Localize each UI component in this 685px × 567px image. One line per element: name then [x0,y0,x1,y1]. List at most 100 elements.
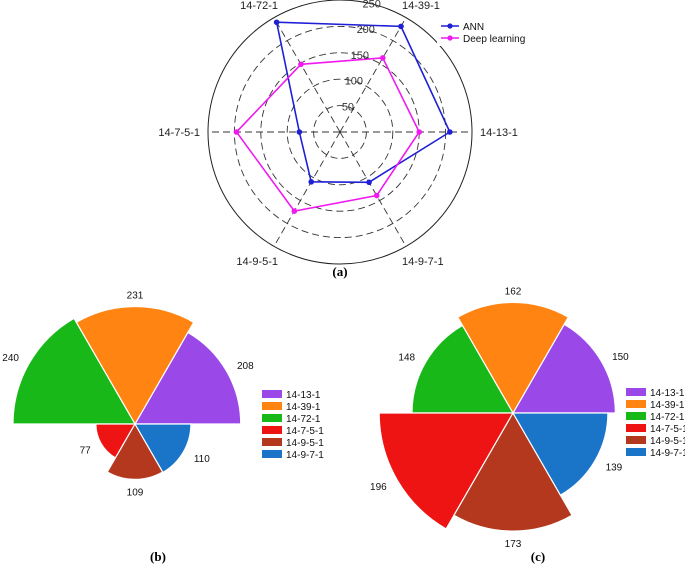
radar-radial-tick: 100 [345,76,363,88]
radar-grid-circle [286,78,394,186]
legend-swatch [626,424,646,432]
radar-radial-tick: 250 [363,0,381,10]
radar-category-label: 14-7-5-1 [158,127,200,139]
slice-14-13-1 [133,331,242,425]
radar-radial-tick: 150 [351,50,369,62]
caption-a: (a) [332,264,347,279]
slice-14-39-1 [456,301,570,415]
legend-label: 14-72-1 [286,414,321,425]
slices-b [12,305,242,481]
legend-swatch [262,450,282,458]
legend-swatch [626,412,646,420]
radar-outer-circle [207,0,473,265]
legend-swatch [626,388,646,396]
legend-swatch [626,436,646,444]
legend-swatch [262,426,282,434]
value-label: 109 [127,487,144,498]
polar-area-chart-c: 150 162 148 196 173 139 14-13-114-39-114-72-1… [370,286,685,564]
radar-point-deep-learning [416,129,423,135]
slice-14-9-7-1 [511,412,609,496]
legend-label: 14-9-5-1 [650,436,685,447]
value-label: 77 [80,446,92,457]
radar-chart: 14-13-1 14-39-1 14-72-1 14-7-5-1 14-9-5-1 14-… [158,0,530,279]
radar-category-label: 14-13-1 [480,127,518,139]
slice-14-9-7-1 [133,423,192,474]
legend-b: 14-13-114-39-114-72-114-7-5-114-9-5-114-… [262,390,324,461]
radar-point-ann [308,179,315,185]
radar-legend: ANN Deep learning [437,18,530,46]
legend-label: 14-39-1 [286,402,321,413]
radar-point-ann [398,23,404,30]
value-labels-b: 208 231 240 77 109 110 [2,291,254,499]
radar-series [233,19,453,214]
slices-c [378,301,617,532]
value-label: 139 [606,462,623,473]
legend-swatch [262,438,282,446]
slice-14-39-1 [75,305,195,426]
radar-line-ann [275,21,451,184]
legend-swatch [626,400,646,408]
slice-14-72-1 [12,317,137,425]
legend-swatch [262,414,282,422]
radar-point-deep-learning [298,61,304,68]
radar-point-ann [366,179,372,186]
radar-spoke [273,17,341,133]
radar-radial-tick: 200 [357,24,375,36]
radar-point-ann [296,129,303,135]
radar-category-label: 14-9-7-1 [402,256,444,268]
radar-spoke [273,131,341,247]
legend-label: 14-13-1 [650,388,685,399]
slice-14-7-5-1 [378,412,515,530]
caption-b: (b) [150,549,166,564]
legend-label: 14-9-5-1 [286,438,324,449]
value-label: 196 [370,482,387,493]
legend-deep-learning-label: Deep learning [463,34,525,45]
legend-ann-marker [447,23,453,29]
slice-14-9-5-1 [106,422,164,481]
value-label: 173 [505,539,522,550]
value-label: 208 [237,361,254,372]
legend-label: 14-9-7-1 [286,450,324,461]
radar-radial-ticks: 50 100 150 200 250 [342,0,381,113]
legend-box [437,18,530,46]
slice-14-72-1 [411,324,515,414]
slice-14-13-1 [511,323,617,414]
radar-grid [207,0,473,265]
radar-point-deep-learning [379,55,386,61]
radar-category-label: 14-72-1 [240,0,278,12]
legend-label: 14-9-7-1 [650,448,685,459]
legend-label: 14-7-5-1 [286,426,324,437]
radar-spoke [339,131,407,247]
legend-ann-label: ANN [463,22,484,33]
value-label: 231 [127,291,144,302]
value-label: 150 [612,352,629,363]
value-label: 240 [2,353,19,364]
legend-swatch [262,390,282,398]
radar-point-deep-learning [373,192,380,199]
radar-point-deep-learning [291,208,298,214]
radar-category-labels: 14-13-1 14-39-1 14-72-1 14-7-5-1 14-9-5-1 14-… [158,0,518,268]
value-label: 148 [398,352,415,363]
slice-14-9-5-1 [453,411,573,532]
legend-swatch [626,448,646,456]
radar-spoke [339,17,407,133]
legend-c: 14-13-114-39-114-72-114-7-5-114-9-5-114-… [626,388,685,459]
radar-point-ann [447,129,453,135]
radar-category-label: 14-9-5-1 [236,256,278,268]
legend-deep-learning-marker [447,35,453,41]
legend-label: 14-72-1 [650,412,685,423]
legend-label: 14-39-1 [650,400,685,411]
value-label: 110 [194,454,210,465]
value-label: 162 [505,286,522,297]
radar-point-deep-learning [233,129,240,135]
legend-swatch [262,402,282,410]
radar-category-label: 14-39-1 [402,0,440,12]
radar-point-ann [273,19,280,26]
value-labels-c: 150 162 148 196 173 139 [370,286,629,550]
legend-label: 14-13-1 [286,390,321,401]
caption-c: (c) [531,549,545,564]
radar-radial-tick: 50 [342,101,354,113]
legend-label: 14-7-5-1 [650,424,685,435]
